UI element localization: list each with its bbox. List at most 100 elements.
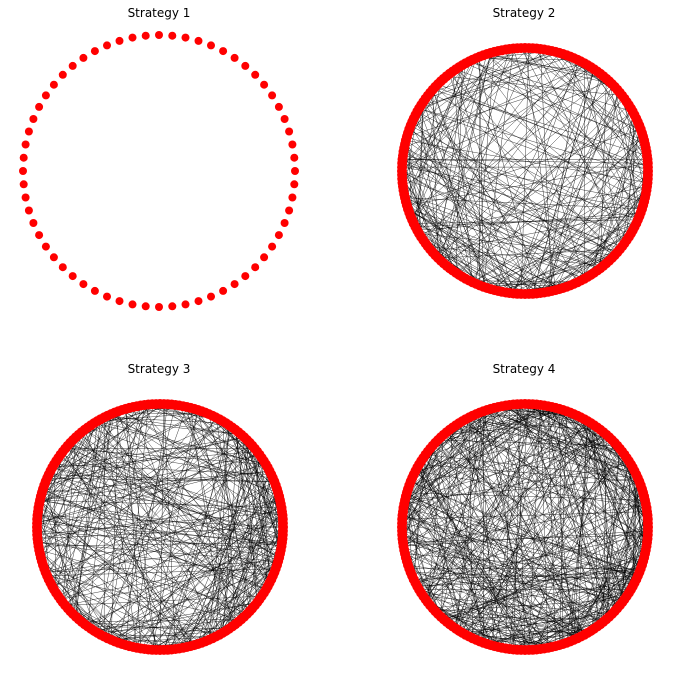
graph-edge	[547, 73, 601, 292]
graph-node	[291, 167, 299, 175]
graph-edge	[632, 471, 635, 587]
graph-edge	[513, 568, 641, 650]
graph-edge	[468, 417, 473, 639]
graph-edge	[490, 136, 644, 290]
graph-edge	[404, 144, 560, 290]
graph-node	[19, 167, 27, 175]
edge-layer	[36, 403, 284, 651]
graph-edge	[532, 48, 649, 168]
graph-edge	[490, 254, 615, 290]
graph-edge	[469, 61, 641, 130]
graph-edge	[402, 66, 592, 187]
graph-edge	[404, 464, 631, 505]
graph-edge	[423, 457, 601, 625]
graph-edge	[427, 246, 510, 294]
edge-layer	[401, 47, 649, 295]
graph-edge	[402, 432, 447, 539]
graph-edge	[465, 610, 615, 636]
graph-edge	[517, 233, 632, 295]
node-layer	[19, 31, 299, 311]
graph-node	[260, 80, 269, 89]
graph-edge	[37, 515, 282, 547]
graph-edge	[417, 50, 552, 112]
graph-edge	[178, 405, 269, 587]
graph-edge	[47, 477, 275, 573]
graph-edge	[401, 404, 533, 528]
graph-edge	[418, 464, 460, 631]
graph-edge	[486, 53, 639, 220]
graph-edge	[547, 406, 647, 508]
graph-edge	[411, 51, 495, 220]
graph-edge	[47, 568, 276, 577]
graph-edge	[125, 404, 149, 646]
graph-edge	[407, 208, 480, 286]
graph-edge	[60, 454, 242, 620]
graph-node	[103, 41, 111, 50]
graph-edge	[401, 522, 556, 647]
graph-edge	[159, 530, 284, 651]
graph-edge	[559, 408, 649, 524]
graph-edge	[406, 163, 648, 206]
graph-edge	[490, 408, 526, 651]
graph-edge	[45, 542, 283, 573]
graph-edge	[107, 404, 145, 639]
graph-edge	[404, 147, 620, 250]
graph-edge	[58, 412, 206, 597]
graph-edge	[432, 89, 648, 156]
graph-edge	[60, 454, 220, 635]
graph-edge	[458, 422, 648, 539]
graph-edge	[39, 549, 161, 651]
graph-edge	[419, 233, 615, 256]
graph-edge	[84, 429, 282, 547]
graph-edge	[540, 48, 553, 292]
graph-edge	[418, 58, 477, 234]
panel-strategy-4: Strategy 4	[397, 362, 653, 655]
graph-edge	[38, 404, 149, 547]
graph-node	[21, 193, 30, 202]
graph-edge	[443, 408, 560, 435]
graph-edge	[462, 454, 625, 634]
graph-edge	[403, 190, 518, 294]
graph-node	[79, 53, 88, 62]
graph-edge	[547, 59, 578, 292]
graph-edge	[520, 448, 621, 651]
graph-edge	[219, 485, 276, 635]
graph-edge	[532, 575, 639, 651]
graph-edge	[39, 445, 253, 551]
graph-edge	[415, 471, 588, 634]
graph-node	[58, 70, 67, 79]
graph-edge	[413, 454, 426, 580]
graph-edge	[407, 132, 541, 294]
graph-edge	[48, 474, 283, 535]
graph-node	[642, 518, 653, 529]
graph-node	[68, 272, 77, 281]
graph-edge	[458, 423, 518, 650]
graph-edge	[440, 553, 646, 617]
graph-node	[19, 153, 28, 162]
graph-edge	[97, 417, 217, 634]
graph-edge	[587, 522, 649, 634]
graph-edge	[401, 434, 607, 532]
graph-edge	[430, 92, 645, 202]
graph-node	[241, 272, 250, 281]
graph-edge	[114, 412, 157, 650]
graph-edge	[114, 412, 209, 415]
graph-edge	[94, 602, 258, 632]
graph-edge	[419, 186, 648, 234]
graph-edge	[449, 429, 575, 641]
graph-edge	[72, 439, 280, 558]
graph-edge	[402, 182, 518, 294]
graph-edge	[435, 111, 633, 256]
graph-edge	[427, 246, 530, 295]
graph-edge	[406, 136, 424, 241]
graph-node	[90, 286, 99, 295]
graph-edge	[415, 470, 647, 509]
graph-edge	[465, 422, 592, 635]
graph-edge	[215, 417, 250, 612]
graph-edge	[501, 405, 635, 472]
graph-edge	[402, 542, 623, 603]
graph-edge	[241, 434, 269, 587]
graph-edge	[404, 405, 545, 501]
graph-edge	[136, 406, 280, 558]
graph-edge	[402, 81, 610, 168]
